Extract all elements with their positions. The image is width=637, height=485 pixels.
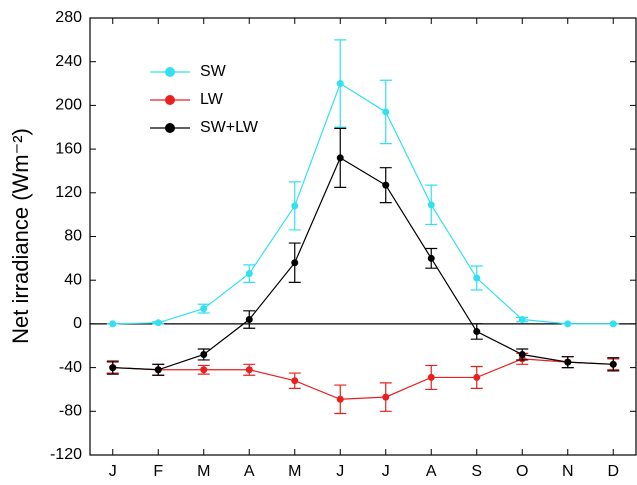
x-tick-label: M [197,463,210,480]
x-tick-label: D [607,463,619,480]
legend-label: SW [200,63,227,80]
marker [564,320,572,328]
y-tick-label: 200 [55,97,82,114]
series-line [112,156,614,371]
marker [564,358,572,366]
y-tick-label: 80 [64,228,82,245]
marker [427,201,435,209]
marker [382,108,390,116]
marker [291,377,299,385]
legend-label: SW+LW [200,119,259,136]
y-tick-label: 120 [55,184,82,201]
y-tick-label: 280 [55,9,82,26]
x-tick-label: F [153,463,163,480]
y-tick-label: -80 [59,403,82,420]
marker [109,320,117,328]
marker [609,320,617,328]
marker [336,80,344,88]
marker [473,373,481,381]
marker [518,350,526,358]
legend-label: LW [200,91,224,108]
marker [336,154,344,162]
y-tick-label: -40 [59,359,82,376]
legend-marker [165,67,175,77]
x-tick-label: J [336,463,344,480]
x-tick-label: J [109,463,117,480]
x-tick-label: N [562,463,574,480]
y-tick-label: 40 [64,271,82,288]
marker [200,366,208,374]
x-tick-label: A [244,463,255,480]
x-tick-label: M [288,463,301,480]
marker [336,395,344,403]
series-line [112,358,614,400]
legend-marker [165,95,175,105]
marker [200,305,208,313]
y-tick-label: 0 [73,315,82,332]
marker [427,254,435,262]
marker [291,259,299,267]
marker [245,316,253,324]
marker [154,319,162,327]
x-tick-label: S [471,463,482,480]
marker [245,270,253,278]
x-tick-label: J [382,463,390,480]
marker [291,202,299,210]
plot-frame [89,17,637,456]
marker [245,366,253,374]
marker [609,360,617,368]
x-tick-label: O [516,463,528,480]
legend-marker [165,123,175,133]
marker [382,181,390,189]
y-tick-label: 240 [55,53,82,70]
marker [154,366,162,374]
y-axis-label: Net irradiance (Wm⁻²) [8,128,33,344]
y-tick-label: -120 [50,446,82,463]
x-tick-label: A [426,463,437,480]
marker [473,328,481,336]
marker [200,350,208,358]
y-tick-label: 160 [55,140,82,157]
marker [427,373,435,381]
marker [473,274,481,282]
series-line [112,82,614,325]
marker [109,364,117,372]
marker [518,316,526,324]
marker [382,393,390,401]
